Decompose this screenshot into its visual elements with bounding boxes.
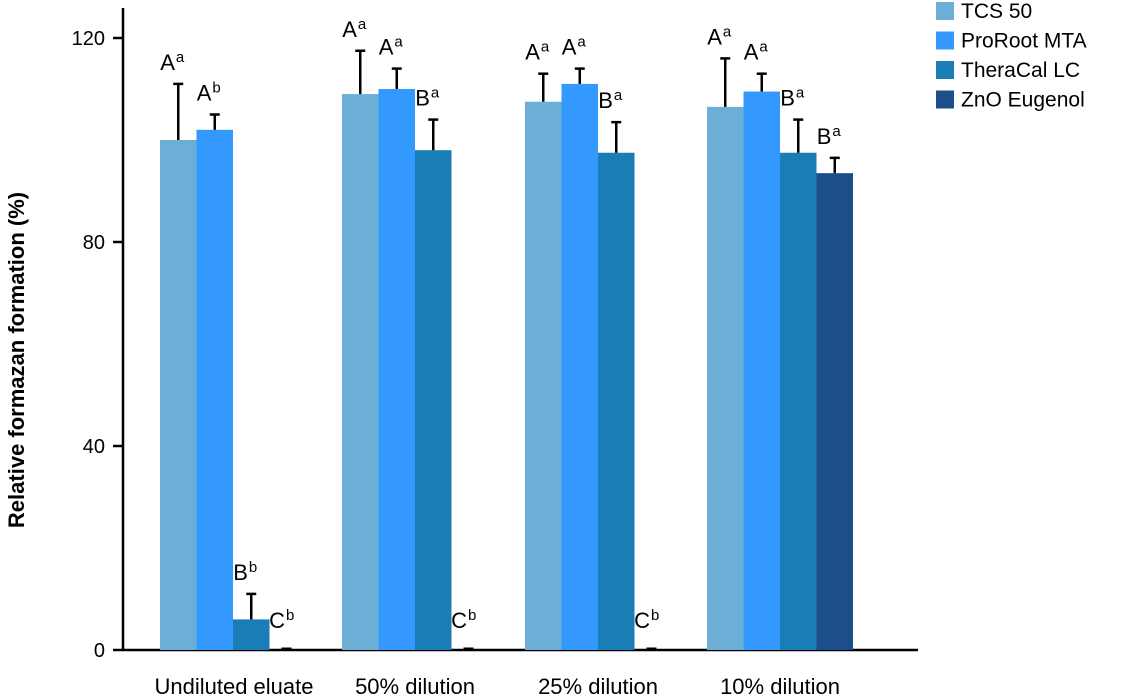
y-tick-label: 80 (83, 232, 105, 254)
bar (598, 152, 635, 650)
significance-label: Aa (379, 34, 404, 60)
x-category-label: 50% dilution (355, 674, 475, 698)
bar (342, 94, 379, 651)
bar (525, 101, 562, 650)
bar (378, 89, 415, 650)
bar (646, 647, 657, 650)
bar (707, 106, 744, 651)
significance-label: Bb (233, 559, 257, 585)
significance-label: Ba (817, 123, 842, 149)
bar (780, 152, 817, 650)
significance-label: Aa (562, 34, 587, 60)
x-category-label: Undiluted eluate (154, 674, 313, 698)
bar (196, 129, 233, 651)
bars (160, 83, 853, 651)
significance-label: Ab (197, 80, 221, 106)
significance-label: Cb (451, 607, 476, 633)
legend-label: TCS 50 (961, 0, 1032, 23)
x-category-label: 25% dilution (538, 674, 658, 698)
legend-label: ProRoot MTA (961, 30, 1087, 53)
significance-label: Ba (780, 85, 805, 111)
significance-label: Cb (634, 607, 659, 633)
error-bars (173, 49, 840, 620)
legend-label: ZnO Eugenol (961, 89, 1085, 112)
x-category-label: 10% dilution (720, 674, 840, 698)
bar (561, 83, 598, 650)
legend-label: TheraCal LC (961, 59, 1080, 82)
legend-swatch (936, 90, 954, 109)
significance-label: Aa (707, 23, 732, 49)
significance-label: Aa (744, 39, 769, 65)
bar (160, 140, 197, 650)
legend-swatch (936, 31, 954, 50)
significance-label: Aa (160, 49, 185, 75)
legend-swatch (936, 2, 954, 20)
significance-label: Ba (598, 87, 623, 113)
bar (463, 647, 474, 650)
y-tick-label: 40 (83, 436, 105, 458)
bar (816, 173, 853, 650)
bar (233, 619, 270, 650)
significance-label: Aa (525, 39, 550, 65)
bar (743, 91, 780, 651)
y-axis-label: Relative formazan formation (%) (4, 192, 29, 528)
bar (415, 150, 452, 650)
legend: TCS 50 ProRoot MTA TheraCal LC ZnO Eugenol (936, 0, 1087, 112)
significance-label: Cb (269, 607, 294, 633)
legend-swatch (936, 61, 954, 79)
y-tick-label: 0 (94, 640, 105, 662)
y-tick-label: 120 (72, 28, 105, 50)
significance-label: Ba (415, 85, 440, 111)
significance-labels: Aa Aa Aa Aa Ab Aa Aa Aa Bb Ba Ba Ba Cb Cb Cb Ba (160, 16, 841, 633)
bar (281, 647, 292, 650)
axes: 0 40 80 120 Undiluted eluate 50% dilution 25% … (72, 8, 918, 698)
significance-label: Aa (342, 16, 367, 42)
